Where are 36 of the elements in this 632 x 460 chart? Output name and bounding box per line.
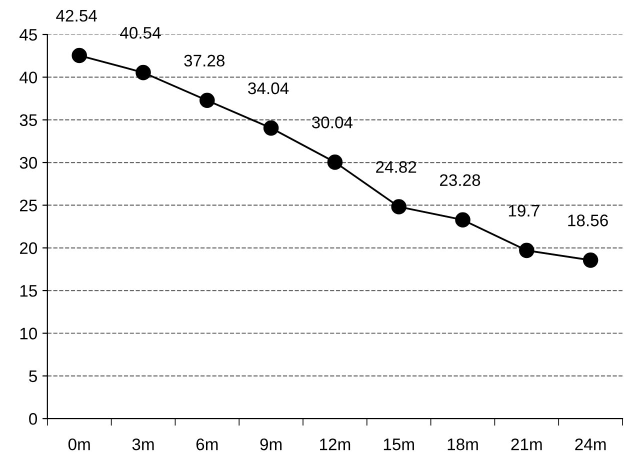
data-label: 30.04 — [312, 116, 353, 128]
x-tick-label: 3m — [132, 438, 154, 450]
y-tick-label: 35 — [20, 114, 37, 126]
x-tick-label: 18m — [448, 438, 478, 450]
point — [263, 120, 279, 136]
data-label: 24.82 — [376, 161, 416, 173]
x-tick-label: 6m — [196, 438, 218, 450]
y-tick-label: 5 — [29, 370, 37, 382]
y-tick-label: 45 — [20, 29, 37, 41]
data-label: 42.54 — [56, 10, 97, 22]
y-tick-label: 20 — [20, 242, 38, 254]
data-label: 23.28 — [440, 174, 480, 186]
y-tick-label: 0 — [29, 413, 38, 425]
data-label: 34.04 — [248, 82, 289, 94]
x-tick-label: 24m — [575, 438, 606, 450]
x-tick-label: 0m — [68, 438, 90, 450]
point — [582, 252, 598, 268]
point — [519, 242, 534, 258]
data-label: 19.7 — [508, 204, 540, 217]
data-label: 37.28 — [184, 54, 225, 67]
y-tick-label: 40 — [20, 72, 38, 84]
point — [391, 199, 406, 214]
point — [327, 154, 343, 170]
x-tick-label: 15m — [384, 438, 414, 450]
x-tick-label: 12m — [320, 438, 350, 450]
y-tick-label: 25 — [20, 200, 37, 212]
y-tick-label: 30 — [20, 156, 38, 169]
x-tick-label: 9m — [260, 438, 282, 450]
y-tick-label: 10 — [20, 328, 38, 340]
x-tick-label: 21m — [511, 438, 542, 450]
data-label: 18.56 — [568, 214, 608, 226]
point — [72, 48, 87, 64]
point — [136, 64, 151, 80]
y-tick-label: 15 — [20, 285, 37, 297]
point — [455, 212, 470, 228]
point — [200, 92, 215, 108]
